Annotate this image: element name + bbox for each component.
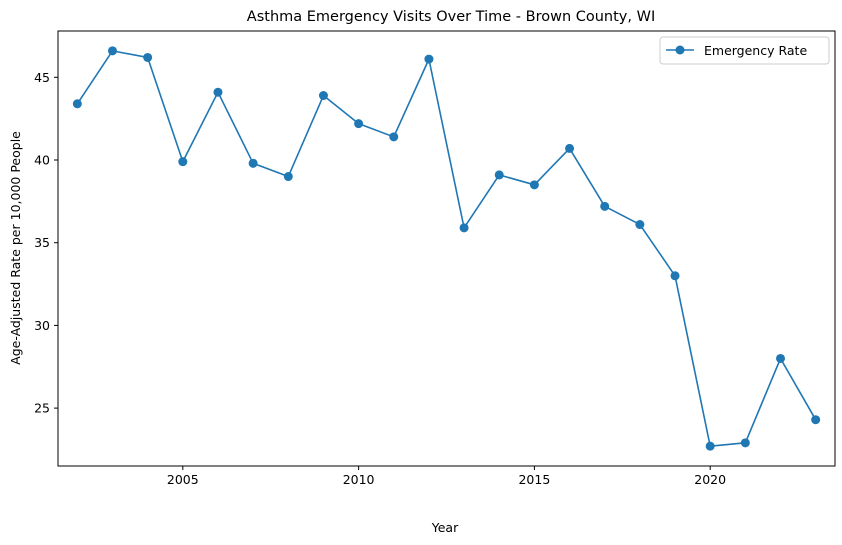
y-tick-label: 40 [34,153,50,168]
legend-marker-swatch [675,45,685,55]
data-point [670,271,680,281]
data-point [389,132,399,142]
plot-area [57,30,836,467]
plot-frame [57,30,836,467]
y-tick-label: 45 [34,70,50,85]
data-point [494,170,504,180]
legend-label-emergency-rate: Emergency Rate [704,43,807,58]
series-layer [72,46,821,451]
data-point [424,54,434,64]
x-axis-label: Year [431,520,459,535]
y-tick-label: 35 [34,235,50,250]
data-point [354,119,364,129]
chart-title: Asthma Emergency Visits Over Time - Brow… [247,9,655,25]
y-axis-label: Age-Adjusted Rate per 10,000 People [8,131,23,365]
data-point [776,353,786,363]
data-point [740,438,750,448]
data-point [600,201,610,211]
x-tick-label: 2005 [167,472,199,487]
data-point [635,220,645,230]
y-tick-label: 30 [34,318,50,333]
data-point [565,143,575,153]
data-point [811,415,821,425]
data-point [705,441,715,451]
data-point [143,52,153,62]
x-tick-label: 2020 [694,472,726,487]
data-point [178,157,188,167]
x-tick-label: 2015 [518,472,550,487]
data-point [529,180,539,190]
data-point [72,99,82,109]
y-axis: 25 30 35 40 45 [34,70,58,416]
data-point [283,172,293,182]
x-axis: 2005 2010 2015 2020 [167,466,726,487]
y-tick-label: 25 [34,401,50,416]
x-tick-label: 2010 [343,472,375,487]
series-line-0 [76,50,817,447]
data-point [459,223,469,233]
data-point [107,46,117,56]
data-point [318,91,328,101]
legend: Emergency Rate [659,36,830,65]
legend-box [659,36,830,65]
data-point [213,87,223,97]
data-point [248,158,258,168]
